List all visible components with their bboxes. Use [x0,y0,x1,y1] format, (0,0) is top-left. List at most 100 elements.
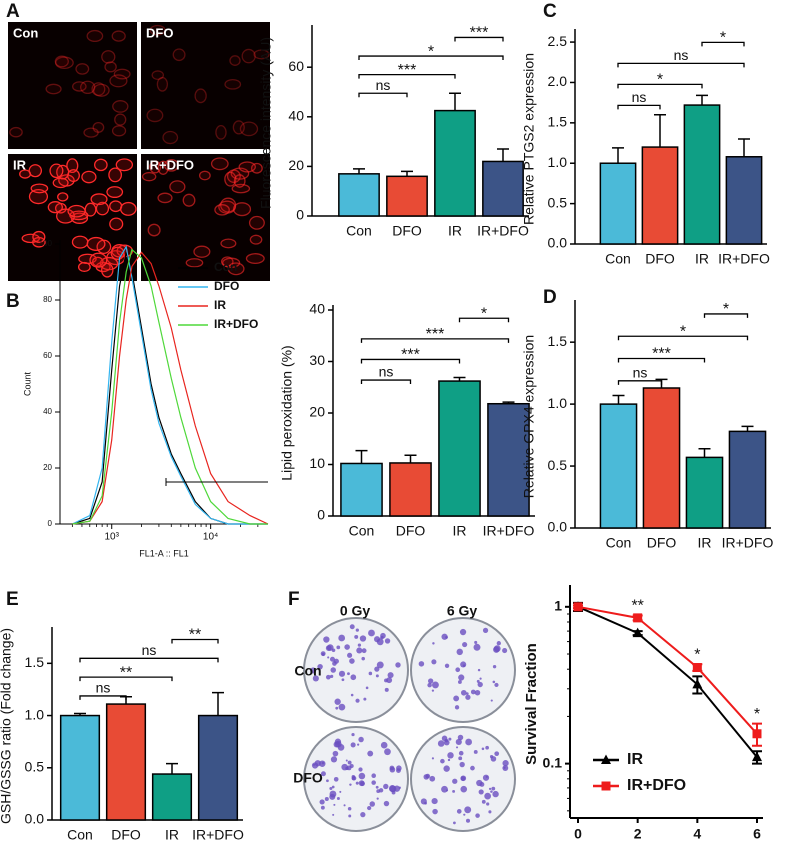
cell [52,177,69,189]
colony [321,761,325,765]
y-tick-label: 60 [288,58,304,74]
cell [185,258,204,268]
colony [347,760,352,765]
cell [86,236,106,251]
colony [384,748,391,756]
cell [119,201,137,216]
cell [233,174,246,188]
colony [459,628,467,636]
cell [28,188,49,205]
colony [441,735,448,742]
bar [683,104,721,245]
legend-marker [601,781,611,791]
series-line [72,248,268,525]
cell [71,235,89,249]
significance-bracket [617,104,661,110]
panel-label: B [6,291,20,312]
series-line [72,251,269,525]
y-axis-title: Survival Fraction [523,643,540,765]
panel-label: A [6,1,20,22]
row-label: Con [294,663,321,679]
cell [114,113,127,126]
cell [232,120,245,135]
x-tick-label: IR+DFO [483,523,535,539]
colony-images [303,617,516,832]
cell [66,158,79,174]
annotation: * [754,706,760,723]
colony [331,648,336,653]
colony [358,767,363,772]
colony [383,783,389,790]
panel-label: D [543,287,557,308]
image-frame [141,22,270,149]
colony [312,675,319,682]
colony [349,783,352,786]
colony [387,672,394,679]
significance-label: * [723,301,729,318]
colony [371,773,377,778]
y-tick-label: 100 [39,239,53,248]
y-tick-label: 1.0 [548,395,568,411]
colony [441,633,448,640]
colony [396,768,401,773]
annotation: * [694,647,700,664]
cell [57,192,69,202]
cell [253,49,270,60]
cell [45,83,62,95]
significance-bracket [360,379,412,385]
colony [462,664,466,667]
cell [111,125,127,137]
colony [462,642,468,648]
y-tick-label: 0.0 [25,811,45,827]
colony [333,658,339,664]
error-bar [404,454,417,463]
colony [427,682,432,688]
cell [151,70,165,81]
colony [361,648,367,654]
colony [323,636,330,643]
colony [425,773,431,779]
cell [210,157,229,171]
colony [380,741,388,749]
significance-label: ns [674,47,689,63]
colony [395,662,401,668]
significance-bracket [358,92,408,98]
colony [320,771,326,777]
error-bar [74,712,86,716]
cell [193,245,211,258]
colony [365,686,369,690]
image-label: Con [13,25,38,40]
colony [424,801,427,805]
image-label: IR [13,157,27,172]
y-tick-label: 80 [43,295,52,304]
significance-bracket [360,338,510,343]
colony [490,699,493,702]
colony [429,775,436,782]
legend-label: DFO [214,279,239,293]
significance-label: ** [120,664,132,681]
cell [111,30,126,42]
significance-label: *** [652,346,671,363]
error-bar [654,114,666,148]
y-tick-label: 0 [48,519,53,528]
error-bar [698,447,711,458]
colony [458,674,465,681]
x-tick-label: Con [346,223,372,239]
colony [349,658,355,664]
y-tick-label: 40 [43,407,52,416]
colony [491,786,496,791]
y-tick-label: 0.5 [548,194,568,210]
cell [239,121,259,137]
colony [475,813,480,818]
cell [224,171,237,187]
significance-bracket [79,695,127,700]
colony [441,785,448,793]
panel-label: E [6,589,19,610]
colony [488,810,492,814]
colony [369,801,376,807]
y-axis-title: Relative PTGS2 expression [521,53,537,225]
cell [101,50,116,64]
significance-bracket [358,55,504,61]
x-tick-label: DFO [392,223,422,239]
cell [94,158,108,172]
